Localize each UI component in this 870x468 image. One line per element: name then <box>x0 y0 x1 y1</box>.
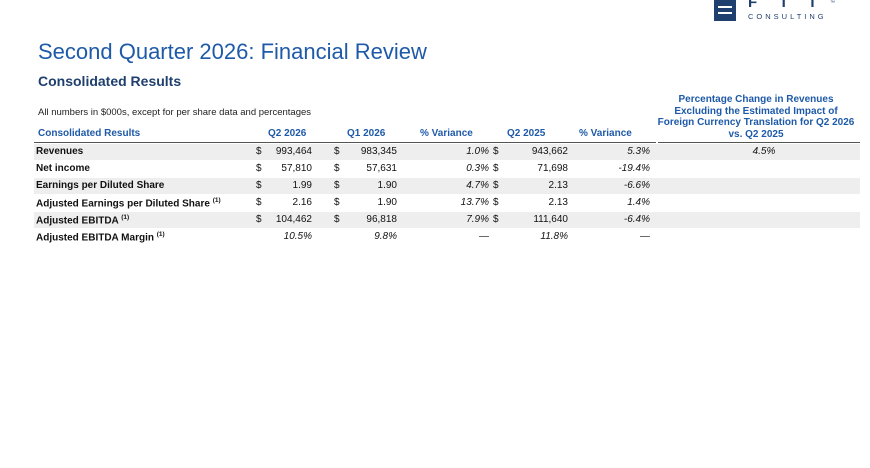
cell-cur1: $ <box>256 180 262 191</box>
cell-q1-2026: 57,631 <box>366 163 397 174</box>
cell-cur1: $ <box>256 214 262 225</box>
table-row: Revenues $993,464 $983,345 1.0% $943,662 5.3%… <box>34 144 860 160</box>
table-row: Adjusted EBITDA (1) $104,462 $96,818 7.9% $1… <box>34 212 860 228</box>
cell-var2: -19.4% <box>618 163 650 174</box>
header-divider <box>34 142 656 143</box>
cell-q2-2026: 993,464 <box>275 146 312 157</box>
cell-cur1: $ <box>256 146 262 157</box>
pct-change-header: Percentage Change in Revenues Excluding … <box>657 94 855 140</box>
cell-var1: 4.7% <box>466 180 489 191</box>
row-label: Revenues <box>36 146 83 157</box>
footnote-marker: (1) <box>156 231 165 238</box>
cell-q2-2025: 11.8% <box>540 231 568 242</box>
cell-cur2: $ <box>334 163 340 174</box>
cell-cur3: $ <box>493 180 499 191</box>
row-label: Net income <box>36 163 90 174</box>
cell-q1-2026: 1.90 <box>377 197 397 208</box>
row-label-text: Adjusted Earnings per Diluted Share <box>36 198 210 210</box>
cell-q2-2025: 943,662 <box>531 146 568 157</box>
cell-var1: 1.0% <box>466 146 489 157</box>
cell-var2: — <box>640 231 650 242</box>
cell-cur1: $ <box>256 163 262 174</box>
cell-cur3: $ <box>493 163 499 174</box>
cell-cur2: $ <box>334 197 340 208</box>
cell-q1-2026: 96,818 <box>366 214 397 225</box>
cell-pct: 4.5% <box>752 146 776 157</box>
cell-cur3: $ <box>493 197 499 208</box>
cell-var1: — <box>479 231 489 242</box>
cell-q1-2026: 983,345 <box>360 146 397 157</box>
cell-var2: 1.4% <box>627 197 650 208</box>
logo-trademark: ™ <box>830 0 835 6</box>
row-label-text: Revenues <box>36 146 84 157</box>
logo-letters: FTI <box>748 0 837 11</box>
col-header-variance-1: % Variance <box>420 128 473 139</box>
header-divider-right <box>658 142 860 143</box>
row-label: Adjusted EBITDA (1) <box>36 214 129 226</box>
cell-q2-2026: 1.99 <box>292 180 312 191</box>
cell-cur2: $ <box>334 180 340 191</box>
fti-logo-icon <box>714 0 736 21</box>
cell-cur3: $ <box>493 146 499 157</box>
row-label: Adjusted Earnings per Diluted Share (1) <box>36 197 221 209</box>
row-label: Adjusted EBITDA Margin (1) <box>36 231 165 243</box>
table-row: Net income $57,810 $57,631 0.3% $71,698 -19.4… <box>34 161 860 177</box>
cell-cur1: $ <box>256 197 262 208</box>
fti-consulting-logo: FTI CONSULTING ™ <box>714 0 836 24</box>
cell-q2-2025: 71,698 <box>537 163 568 174</box>
cell-var2: -6.6% <box>623 180 650 191</box>
cell-q2-2025: 111,640 <box>533 214 568 225</box>
cell-var2: 5.3% <box>627 146 650 157</box>
col-header-q2-2026: Q2 2026 <box>268 128 307 139</box>
col-header-q1-2026: Q1 2026 <box>347 128 386 139</box>
cell-cur3: $ <box>493 214 499 225</box>
cell-q1-2026: 9.8% <box>374 231 397 242</box>
footnote-marker: (1) <box>212 197 221 204</box>
cell-q2-2026: 2.16 <box>292 197 312 208</box>
cell-q2-2025: 2.13 <box>548 197 568 208</box>
cell-cur2: $ <box>334 214 340 225</box>
section-subtitle: Consolidated Results <box>38 73 182 89</box>
col-header-q2-2025: Q2 2025 <box>507 128 546 139</box>
footnote-marker: (1) <box>121 214 130 221</box>
col-header-variance-2: % Variance <box>579 128 632 139</box>
cell-var1: 7.9% <box>466 214 489 225</box>
cell-q2-2026: 57,810 <box>281 163 312 174</box>
cell-var2: -6.4% <box>623 214 650 225</box>
row-label-text: Adjusted EBITDA Margin <box>36 232 154 244</box>
cell-var1: 13.7% <box>460 197 489 208</box>
units-note: All numbers in $000s, except for per sha… <box>38 107 312 118</box>
table-row: Adjusted Earnings per Diluted Share (1) $… <box>34 195 860 211</box>
row-label-text: Adjusted EBITDA <box>36 215 119 227</box>
row-label-text: Net income <box>36 163 90 174</box>
cell-q2-2026: 104,462 <box>275 214 312 225</box>
cell-var1: 0.3% <box>466 163 489 174</box>
cell-q2-2026: 10.5% <box>283 231 312 242</box>
table-row: Adjusted EBITDA Margin (1) 10.5% 9.8% — 11.8… <box>34 229 860 245</box>
cell-q2-2025: 2.13 <box>548 180 568 191</box>
logo-text: CONSULTING <box>748 12 827 21</box>
cell-cur2: $ <box>334 146 340 157</box>
col-header-label: Consolidated Results <box>38 128 141 139</box>
page-title: Second Quarter 2026: Financial Review <box>38 39 427 64</box>
table-row: Earnings per Diluted Share $1.99 $1.90 4.7%… <box>34 178 860 194</box>
row-label-text: Earnings per Diluted Share <box>36 180 165 191</box>
cell-q1-2026: 1.90 <box>377 180 397 191</box>
row-label: Earnings per Diluted Share <box>36 180 164 191</box>
